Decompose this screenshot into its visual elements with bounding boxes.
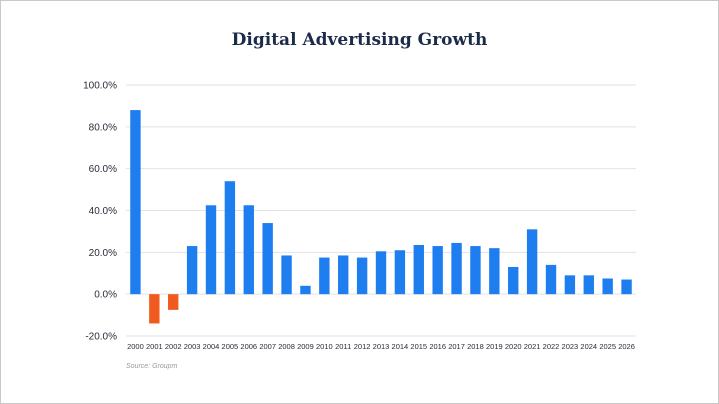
bar-2024 bbox=[583, 275, 594, 295]
x-tick-label: 2022 bbox=[543, 342, 560, 351]
x-tick-label: 2013 bbox=[373, 342, 390, 351]
x-tick-label: 2005 bbox=[222, 342, 239, 351]
bar-2009 bbox=[300, 285, 311, 295]
bar-2013 bbox=[375, 251, 387, 295]
x-tick-label: 2020 bbox=[505, 342, 522, 351]
x-tick-label: 2011 bbox=[335, 342, 351, 351]
y-tick-label: -20.0% bbox=[85, 332, 117, 343]
x-tick-label: 2021 bbox=[524, 342, 541, 351]
y-tick-label: 80.0% bbox=[89, 122, 117, 133]
bar-2005 bbox=[224, 181, 236, 295]
bar-2015 bbox=[413, 245, 424, 295]
bar-2023 bbox=[564, 275, 576, 295]
bar-2008 bbox=[281, 255, 292, 295]
x-tick-label: 2016 bbox=[429, 342, 446, 351]
x-tick-label: 2006 bbox=[240, 342, 257, 351]
bar-2010 bbox=[319, 257, 330, 295]
x-tick-label: 2007 bbox=[259, 342, 276, 351]
y-tick-label: 20.0% bbox=[89, 248, 117, 259]
y-tick-label: 100.0% bbox=[83, 81, 117, 92]
x-tick-label: 2024 bbox=[580, 342, 597, 351]
bar-2012 bbox=[356, 257, 368, 295]
bar-2019 bbox=[489, 248, 500, 295]
bars bbox=[130, 110, 632, 324]
gridlines bbox=[126, 84, 636, 337]
bar-2017 bbox=[451, 242, 462, 295]
x-tick-label: 2010 bbox=[316, 342, 333, 351]
bar-2021 bbox=[526, 229, 538, 295]
x-tick-label: 2002 bbox=[165, 342, 182, 351]
x-tick-label: 2004 bbox=[203, 342, 220, 351]
x-tick-label: 2026 bbox=[618, 342, 635, 351]
bar-2011 bbox=[338, 255, 349, 295]
bar-2007 bbox=[262, 223, 273, 295]
source-note: Source: Groupm bbox=[126, 363, 178, 370]
bar-2014 bbox=[394, 250, 406, 295]
bar-2018 bbox=[470, 246, 481, 295]
bar-2004 bbox=[205, 205, 217, 295]
chart-title: Digital Advertising Growth bbox=[231, 30, 488, 50]
x-axis-ticks: 2000 2001 2002 2003 2004 2005 2006 2007 2008 2009… bbox=[127, 342, 635, 351]
x-tick-label: 2012 bbox=[354, 342, 371, 351]
bar-2006 bbox=[243, 205, 254, 295]
y-axis-ticks: -20.0% 0.0% 20.0% 40.0% 60.0% 80.0% 100.0% bbox=[83, 81, 117, 343]
x-tick-label: 2014 bbox=[392, 342, 409, 351]
x-tick-label: 2009 bbox=[297, 342, 314, 351]
bar-2001 bbox=[149, 294, 160, 324]
bar-2016 bbox=[432, 246, 443, 295]
bar-2026 bbox=[621, 279, 632, 295]
x-tick-label: 2018 bbox=[467, 342, 484, 351]
y-tick-label: 60.0% bbox=[89, 164, 117, 175]
bar-2025 bbox=[602, 278, 613, 295]
x-tick-label: 2025 bbox=[599, 342, 616, 351]
x-tick-label: 2001 bbox=[146, 342, 163, 351]
bar-2002 bbox=[168, 294, 179, 310]
x-tick-label: 2019 bbox=[486, 342, 503, 351]
bar-2020 bbox=[508, 266, 519, 295]
x-tick-label: 2015 bbox=[410, 342, 427, 351]
x-tick-label: 2000 bbox=[127, 342, 144, 351]
bar-2000 bbox=[130, 110, 141, 295]
bar-2003 bbox=[186, 246, 198, 295]
y-tick-label: 0.0% bbox=[94, 290, 117, 301]
x-tick-label: 2017 bbox=[448, 342, 465, 351]
x-tick-label: 2008 bbox=[278, 342, 295, 351]
y-tick-label: 40.0% bbox=[89, 206, 117, 217]
bar-2022 bbox=[545, 264, 557, 295]
x-tick-label: 2003 bbox=[184, 342, 201, 351]
x-tick-label: 2023 bbox=[562, 342, 579, 351]
